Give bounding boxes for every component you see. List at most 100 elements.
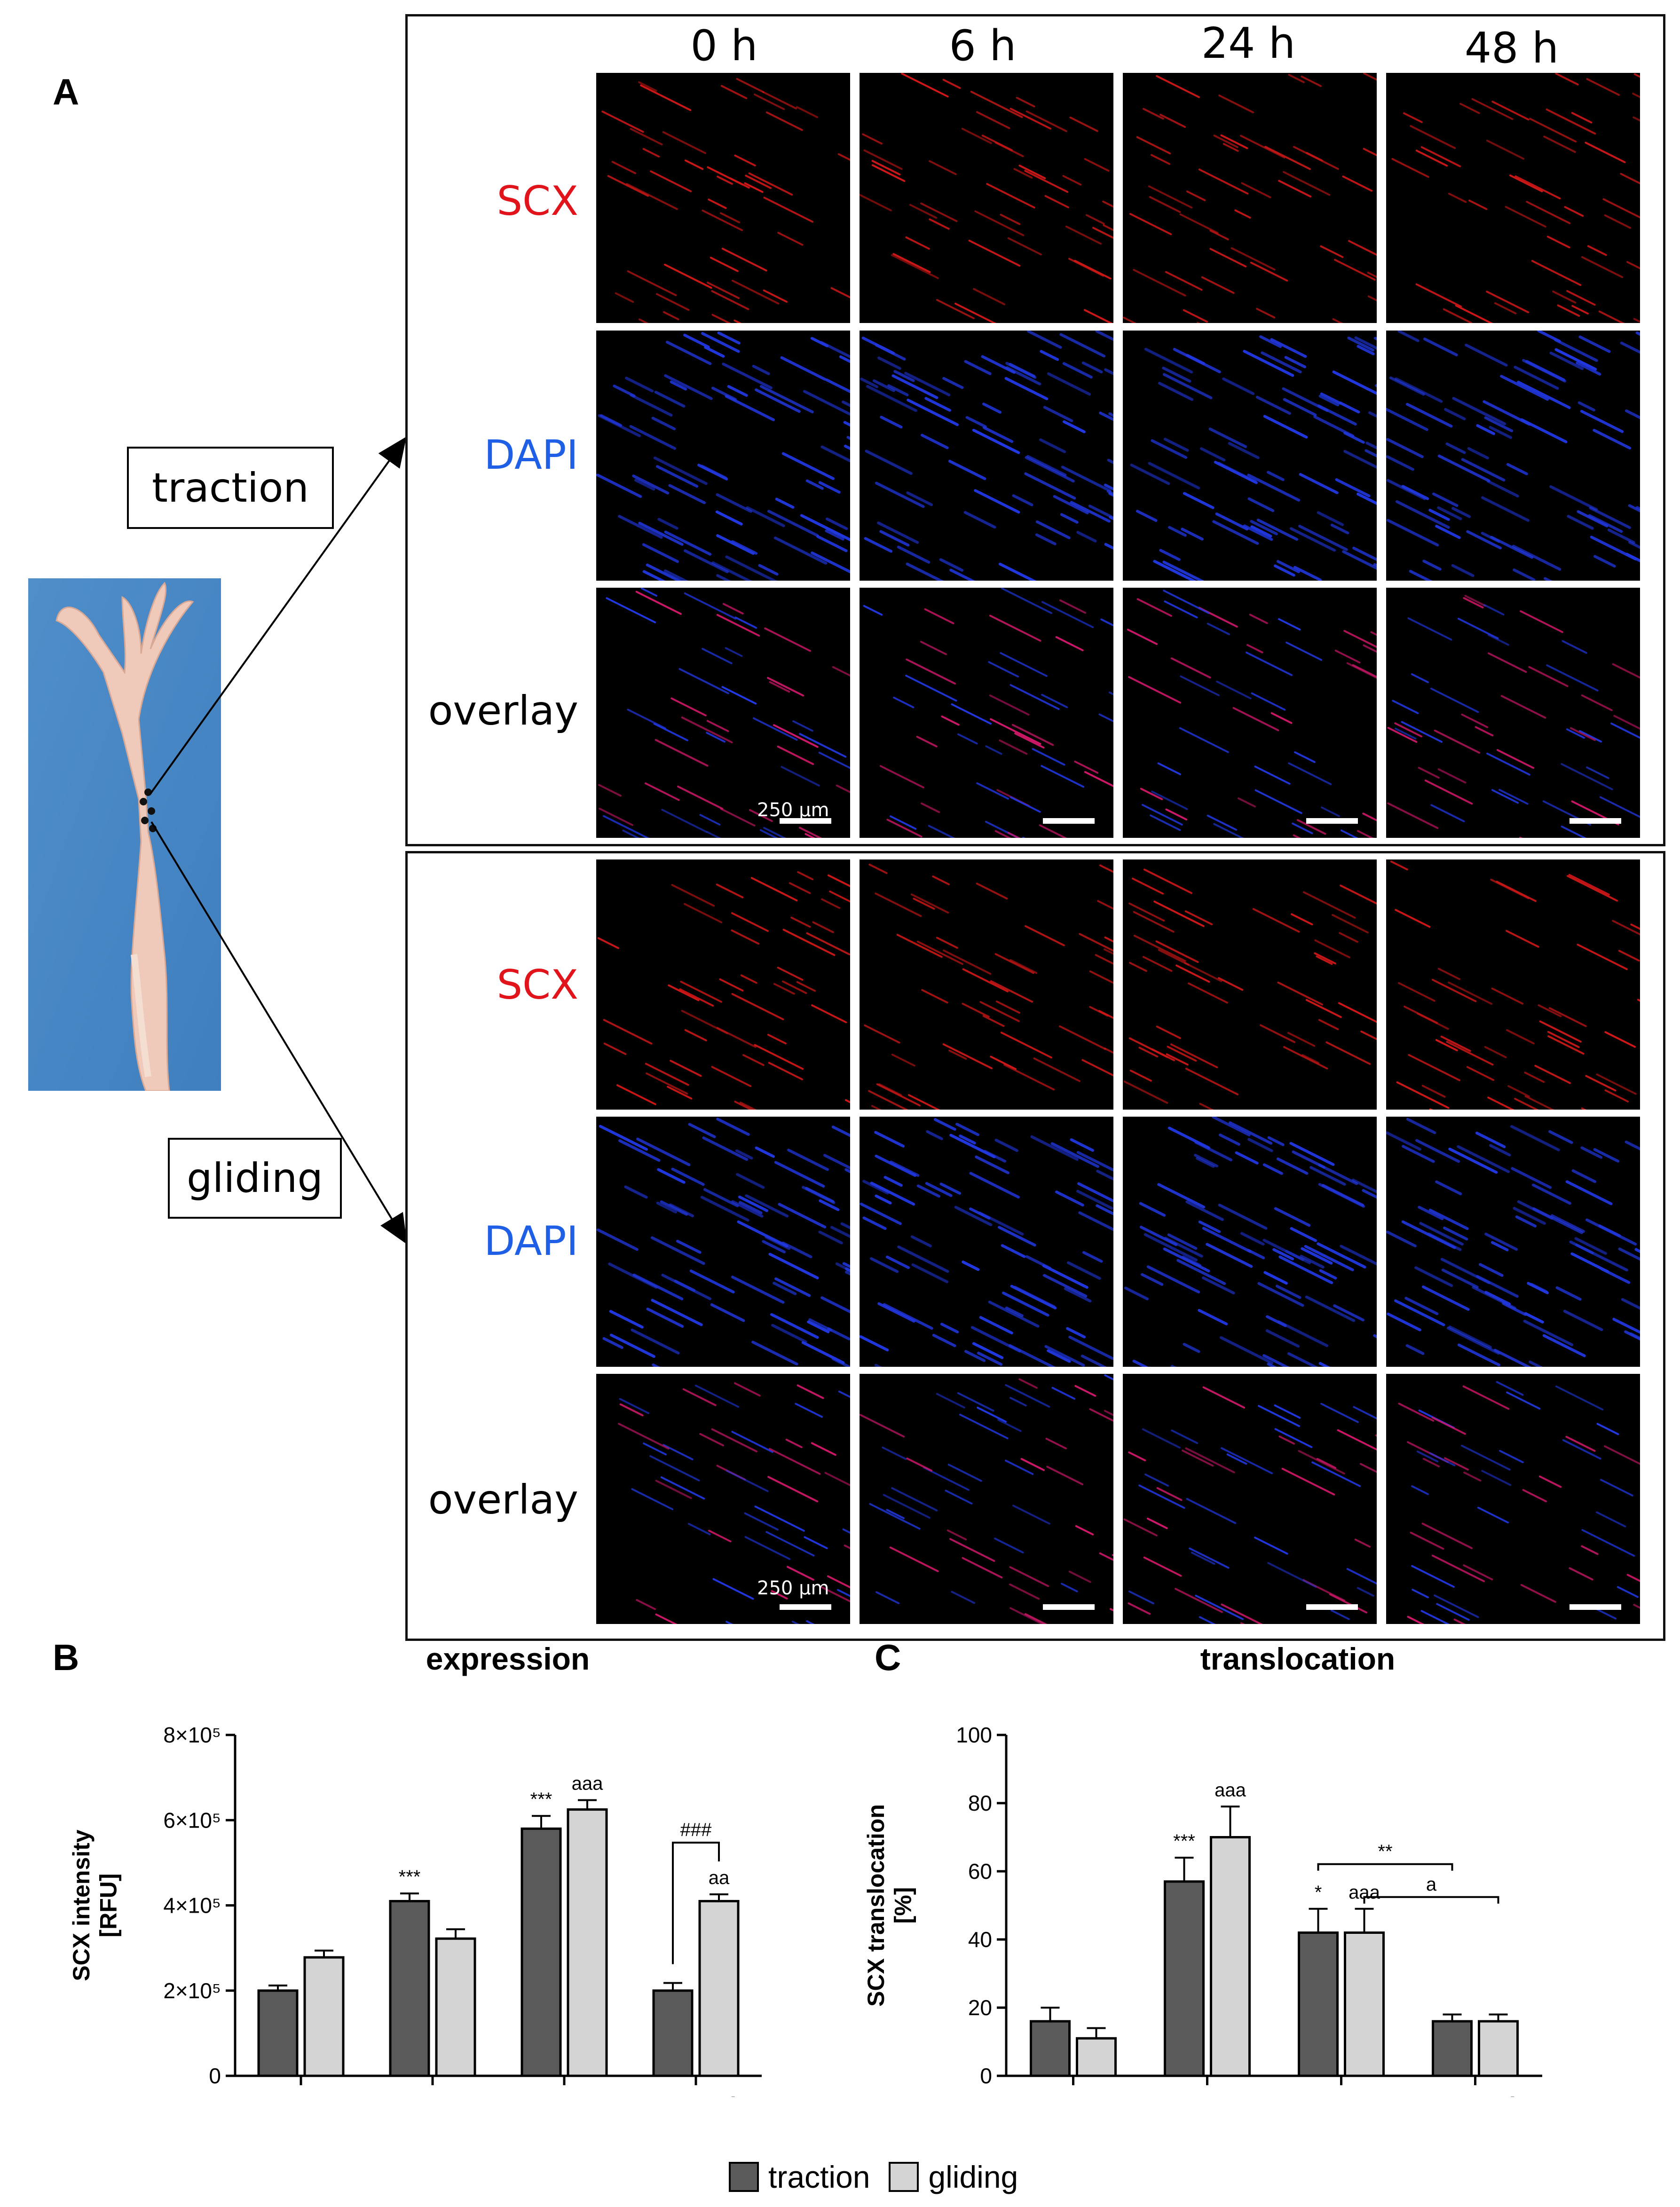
micrograph-traction-overlay-0h [596, 588, 850, 838]
chart-b-sig-label: aa [709, 1868, 730, 1888]
micrograph-gliding-scx-0h [596, 859, 850, 1110]
chart-c-bracket [1317, 1863, 1453, 1871]
chart-b-bar-gliding-48 [698, 1900, 740, 2077]
scale-bar [780, 1604, 831, 1610]
col-header-24h: 24 h [1201, 19, 1296, 68]
scale-bar [780, 818, 831, 824]
scale-bar [1570, 818, 1621, 824]
col-header-48h: 48 h [1464, 24, 1559, 73]
chart-c-sig-label: *** [1173, 1831, 1195, 1852]
chart-b-bar-traction-6 [389, 1900, 430, 2077]
chart-c-translocation: 0 20 40 60 80 100 SCX translocation[%] 0 6 24 48 h *… [863, 1723, 1542, 2097]
panel-a-letter: A [53, 71, 79, 112]
chart-b-ylabel: SCX intensity[RFU] [68, 1829, 122, 1981]
chart-c-xlabel-unit: h [1509, 2093, 1524, 2097]
chart-b-xtick-label-48: 48 [684, 2094, 708, 2097]
chart-b-bar-traction-24 [521, 1827, 562, 2077]
chart-b-ytick-label: 8×10⁵ [163, 1723, 221, 1747]
chart-b-ytick-label: 6×10⁵ [163, 1808, 221, 1832]
scale-label-gliding: 250 µm [757, 1577, 829, 1599]
row-label-overlay-gliding: overlay [428, 1476, 578, 1523]
panel-c-letter: C [875, 1637, 901, 1678]
legend-label-gliding: gliding [928, 2160, 1018, 2194]
chart-b-ytick-label: 2×10⁵ [163, 1978, 221, 2003]
micrograph-traction-overlay-48h [1386, 588, 1640, 838]
row-label-scx-traction: SCX [497, 178, 578, 225]
chart-b-bar-gliding-24 [567, 1808, 608, 2077]
tendon-photo [28, 578, 221, 1092]
row-label-dapi-gliding: DAPI [484, 1218, 578, 1265]
chart-c-ylabel: SCX translocation[%] [863, 1804, 916, 2007]
micrograph-traction-scx-48h [1386, 73, 1640, 323]
micrograph-gliding-dapi-48h [1386, 1117, 1640, 1367]
micrograph-gliding-dapi-6h [860, 1117, 1113, 1367]
chart-b-xtick-label-24: 24 [552, 2094, 576, 2097]
chart-c-sig-label: * [1315, 1882, 1322, 1903]
micrograph-gliding-overlay-0h [596, 1374, 850, 1624]
micrograph-traction-dapi-48h [1386, 331, 1640, 581]
chart-c-ytick-label: 20 [968, 1995, 992, 2020]
legend-swatch-gliding [889, 2162, 919, 2192]
row-label-dapi-traction: DAPI [484, 432, 578, 479]
chart-b-ytick-label: 4×10⁵ [163, 1893, 221, 1918]
chart-c-bar-traction-24 [1298, 1931, 1339, 2077]
micrograph-traction-overlay-24h [1123, 588, 1377, 838]
micrograph-gliding-scx-24h [1123, 859, 1377, 1110]
micrograph-traction-dapi-24h [1123, 331, 1377, 581]
chart-c-bar-traction-0 [1030, 2020, 1071, 2077]
traction-frame [405, 14, 1665, 846]
chart-c-bar-traction-6 [1164, 1880, 1205, 2077]
micrograph-gliding-dapi-0h [596, 1117, 850, 1367]
chart-b-sig-label: aaa [572, 1773, 603, 1794]
chart-c-ytick-label: 60 [968, 1859, 992, 1884]
micrograph-gliding-overlay-48h [1386, 1374, 1640, 1624]
micrograph-gliding-scx-6h [860, 859, 1113, 1110]
micrograph-traction-dapi-6h [860, 331, 1113, 581]
chart-b-xtick-label-6: 6 [426, 2094, 439, 2097]
chart-c-bar-gliding-48 [1478, 2020, 1519, 2077]
chart-c-ytick-label: 40 [968, 1927, 992, 1952]
scale-bar [1306, 1604, 1358, 1610]
scale-bar [1570, 1604, 1621, 1610]
chart-b-bar-traction-0 [257, 1989, 299, 2077]
chart-b-bracket [672, 1841, 720, 1964]
col-header-0h: 0 h [690, 21, 758, 71]
chart-b-bar-traction-48 [652, 1989, 694, 2077]
chart-b-ytick-label: 0 [209, 2064, 221, 2088]
chart-c-sig-label: aaa [1215, 1780, 1246, 1800]
chart-b-sig-label: *** [399, 1867, 421, 1887]
micrograph-gliding-overlay-6h [860, 1374, 1113, 1624]
chart-b-expression: 0 2×10⁵ 4×10⁵ 6×10⁵ 8×10⁵ SCX intensity[RFU] 0… [68, 1723, 762, 2097]
micrograph-gliding-dapi-24h [1123, 1117, 1377, 1367]
legend-swatch-traction [729, 2162, 759, 2192]
chart-c-ytick-label: 80 [968, 1791, 992, 1815]
chart-c-title: translocation [1200, 1641, 1396, 1676]
micrograph-traction-overlay-6h [860, 588, 1113, 838]
chart-c-ytick-label: 0 [980, 2064, 992, 2088]
scale-bar [1043, 818, 1095, 824]
chart-b-xlabel-unit: h [730, 2093, 745, 2097]
traction-label: traction [127, 447, 334, 529]
chart-c-bracket-label: a [1426, 1874, 1437, 1895]
gliding-label: gliding [168, 1138, 342, 1219]
connector-arrows [150, 436, 408, 1245]
micrograph-gliding-overlay-24h [1123, 1374, 1377, 1624]
chart-c-bracket-label: ** [1378, 1841, 1392, 1862]
panel-b-letter: B [53, 1637, 79, 1678]
chart-c-bar-gliding-6 [1210, 1836, 1251, 2077]
chart-c-xtick-label-6: 6 [1201, 2094, 1214, 2097]
row-label-scx-gliding: SCX [497, 962, 578, 1009]
scale-bar [1043, 1604, 1095, 1610]
chart-b-bar-gliding-0 [303, 1956, 345, 2077]
legend: traction gliding [729, 2156, 1018, 2198]
chart-b-bracket-label: ### [680, 1820, 712, 1840]
micrograph-traction-scx-24h [1123, 73, 1377, 323]
chart-c-bar-traction-48 [1432, 2020, 1473, 2077]
chart-b-sig-label: *** [530, 1789, 552, 1810]
chart-c-xtick-label-0: 0 [1067, 2094, 1080, 2097]
col-header-6h: 6 h [949, 21, 1017, 71]
scale-label-traction: 250 µm [757, 799, 829, 821]
chart-c-bracket [1363, 1896, 1499, 1904]
micrograph-gliding-scx-48h [1386, 859, 1640, 1110]
gliding-frame [405, 851, 1665, 1641]
